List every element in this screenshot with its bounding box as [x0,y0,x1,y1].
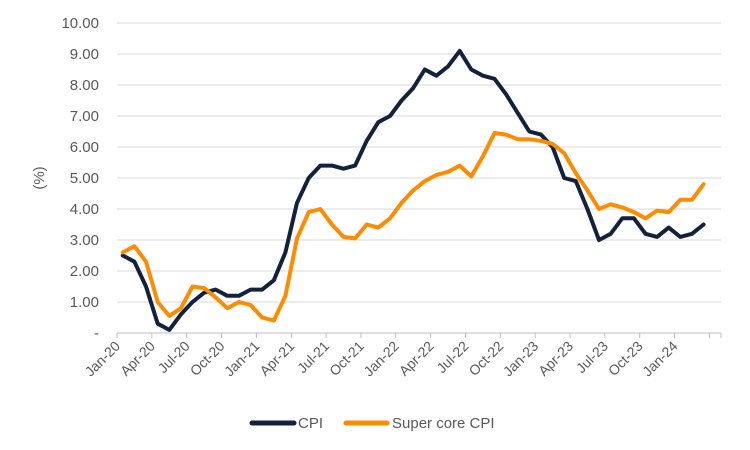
x-tick-label: Jul-22 [433,338,471,376]
x-tick-label: Jan-24 [639,338,681,380]
y-tick-label: 3.00 [70,232,99,249]
x-tick-label: Jan-23 [500,338,542,380]
series-lines [120,48,706,332]
gridlines [117,22,721,303]
x-tick-label: Jan-21 [221,338,263,380]
y-tick-label: 8.00 [70,77,99,94]
y-tick-label: 5.00 [70,170,99,187]
x-tick-label: Oct-20 [187,338,228,379]
x-tick-label: Apr-21 [256,338,297,379]
y-tick-label: 10.00 [61,15,99,32]
y-axis-ticks: - 1.00 2.00 3.00 4.00 5.00 6.00 7.00 8.00 9.00 10.… [61,15,99,342]
x-tick-label: Jan-20 [82,338,124,380]
x-tick-label: Jan-22 [360,338,402,380]
x-tick-label: Oct-22 [465,338,506,379]
y-tick-label: - [94,325,99,342]
x-tick-label: Jul-21 [294,338,332,376]
x-tick-label: Oct-23 [605,338,646,379]
y-tick-label: 7.00 [70,108,99,125]
y-tick-label: 2.00 [70,263,99,280]
y-tick-label: 4.00 [70,201,99,218]
x-tick-label: Apr-23 [535,338,576,379]
x-tick-label: Jul-23 [573,338,611,376]
x-tick-label: Jul-20 [155,338,193,376]
legend-label-cpi: CPI [298,415,323,432]
y-tick-label: 6.00 [70,139,99,156]
x-axis-ticks: Jan-20Apr-20Jul-20Oct-20Jan-21Apr-21Jul-… [82,338,681,380]
x-tick-label: Oct-21 [326,338,367,379]
x-tick-label: Apr-22 [396,338,437,379]
legend: CPI Super core CPI [249,415,495,432]
y-axis-label: (%) [31,166,48,189]
x-axis [116,332,722,338]
y-tick-label: 1.00 [70,294,99,311]
x-tick-label: Apr-20 [117,338,158,379]
y-tick-label: 9.00 [70,46,99,63]
legend-label-super-core-cpi: Super core CPI [392,415,495,432]
